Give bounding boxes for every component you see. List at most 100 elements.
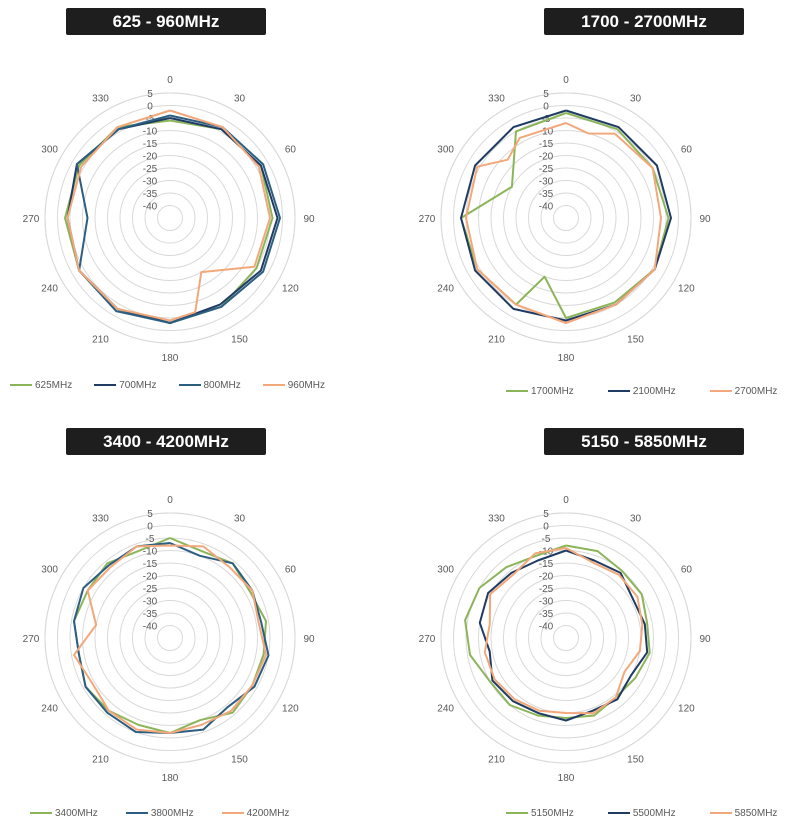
radial-tick-label: -10 <box>539 127 554 138</box>
angular-tick-label: 150 <box>231 334 248 345</box>
grid-ring <box>528 180 604 256</box>
grid-ring <box>540 192 592 244</box>
angular-tick-label: 300 <box>437 145 454 156</box>
series-line <box>483 547 644 715</box>
radial-tick-label: -25 <box>143 584 158 595</box>
legend-label: 960MHz <box>287 379 325 391</box>
grid-ring <box>503 155 629 281</box>
grid-ring <box>490 142 642 294</box>
legend-item: 960MHz <box>262 379 325 391</box>
legend-label: 700MHz <box>119 379 157 391</box>
grid-ring <box>144 192 196 244</box>
radial-tick-label: -20 <box>143 572 158 583</box>
grid-ring <box>540 612 592 664</box>
angular-tick-label: 120 <box>282 704 299 715</box>
legend-item: 800MHz <box>178 380 241 391</box>
legend-label: 3400MHz <box>55 807 98 819</box>
legend-label: 5850MHz <box>734 807 778 819</box>
legend-label: 2700MHz <box>734 385 778 397</box>
radial-tick-label: -30 <box>143 177 158 188</box>
radial-tick-label: -40 <box>539 622 554 633</box>
angular-tick-label: 30 <box>234 94 246 105</box>
radial-tick-label: 0 <box>543 102 549 113</box>
chart-panel: 3400 - 4200MHz 0 30 60 90 120 150 180 210 240 270… <box>0 420 395 830</box>
radial-tick-label: -5 <box>146 534 155 545</box>
angular-tick-label: 180 <box>162 773 179 784</box>
radial-tick-label: -15 <box>539 139 554 150</box>
grid-ring <box>553 625 579 651</box>
angular-tick-label: 240 <box>437 704 454 715</box>
legend-label: 2100MHz <box>632 385 676 397</box>
radial-tick-label: -35 <box>143 189 158 200</box>
legend-swatch <box>262 384 285 386</box>
legend-swatch <box>221 812 244 814</box>
angular-tick-label: 240 <box>41 704 58 715</box>
angular-tick-label: 180 <box>558 773 575 784</box>
chart-title: 1700 - 2700MHz <box>544 8 744 35</box>
grid-ring <box>132 600 208 676</box>
radial-tick-label: -35 <box>539 609 554 620</box>
angular-tick-label: 90 <box>303 634 315 645</box>
radial-tick-label: -35 <box>539 189 554 200</box>
angular-tick-label: 30 <box>630 514 642 525</box>
grid-ring <box>94 562 246 714</box>
grid-ring <box>157 205 183 231</box>
series-line <box>465 122 662 324</box>
legend-item: 1700MHz <box>506 386 574 397</box>
legend-swatch <box>178 384 201 386</box>
legend-item: 4200MHz <box>221 808 289 819</box>
chart-panel: 5150 - 5850MHz 0 30 60 90 120 150 180 210 240 270… <box>396 420 791 830</box>
angular-tick-label: 0 <box>563 75 569 86</box>
series-line <box>75 114 281 324</box>
series-line <box>66 109 271 322</box>
grid-ring <box>515 167 617 269</box>
chart-title: 5150 - 5850MHz <box>544 428 744 455</box>
grid-ring <box>107 155 233 281</box>
angular-tick-label: 180 <box>558 353 575 364</box>
angular-tick-label: 30 <box>234 514 246 525</box>
legend-swatch <box>607 812 630 814</box>
series-line <box>460 112 670 319</box>
grid-ring <box>478 130 654 306</box>
grid-ring <box>132 180 208 256</box>
grid-ring-outer <box>44 512 296 764</box>
chart-legend: 5150MHz 5500MHz 5850MHz <box>506 806 777 820</box>
angular-tick-label: 210 <box>488 754 505 765</box>
radial-tick-label: 0 <box>147 102 153 113</box>
radial-tick-label: 5 <box>147 89 153 100</box>
legend-item: 2700MHz <box>709 385 778 397</box>
radial-tick-label: 5 <box>147 509 153 520</box>
legend-swatch <box>30 812 52 814</box>
angular-tick-label: 210 <box>92 754 109 765</box>
series-line <box>478 549 649 722</box>
legend-item: 5850MHz <box>709 807 778 819</box>
angular-tick-label: 270 <box>23 214 40 225</box>
grid-ring <box>82 130 258 306</box>
grid-ring <box>157 625 183 651</box>
angular-tick-label: 90 <box>699 214 711 225</box>
radial-tick-label: 5 <box>543 89 549 100</box>
grid-ring <box>119 587 221 689</box>
chart-panel: 1700 - 2700MHz 0 30 60 90 120 150 180 210 240 270… <box>396 0 791 410</box>
angular-tick-label: 330 <box>488 514 505 525</box>
grid-ring <box>515 587 617 689</box>
angular-tick-label: 180 <box>162 353 179 364</box>
angular-tick-label: 120 <box>678 284 695 295</box>
grid-ring-outer <box>440 512 692 764</box>
radial-tick-label: -40 <box>539 202 554 213</box>
grid-ring <box>82 550 258 726</box>
radial-tick-label: -20 <box>539 572 554 583</box>
radial-tick-label: -20 <box>539 152 554 163</box>
angular-tick-label: 240 <box>41 284 58 295</box>
angular-tick-label: 210 <box>92 334 109 345</box>
grid-ring <box>465 537 667 739</box>
legend-swatch <box>94 384 117 386</box>
grid-ring <box>144 612 196 664</box>
radial-tick-label: -30 <box>143 597 158 608</box>
angular-tick-label: 210 <box>488 334 505 345</box>
legend-swatch <box>709 812 732 814</box>
series-line <box>464 544 651 719</box>
